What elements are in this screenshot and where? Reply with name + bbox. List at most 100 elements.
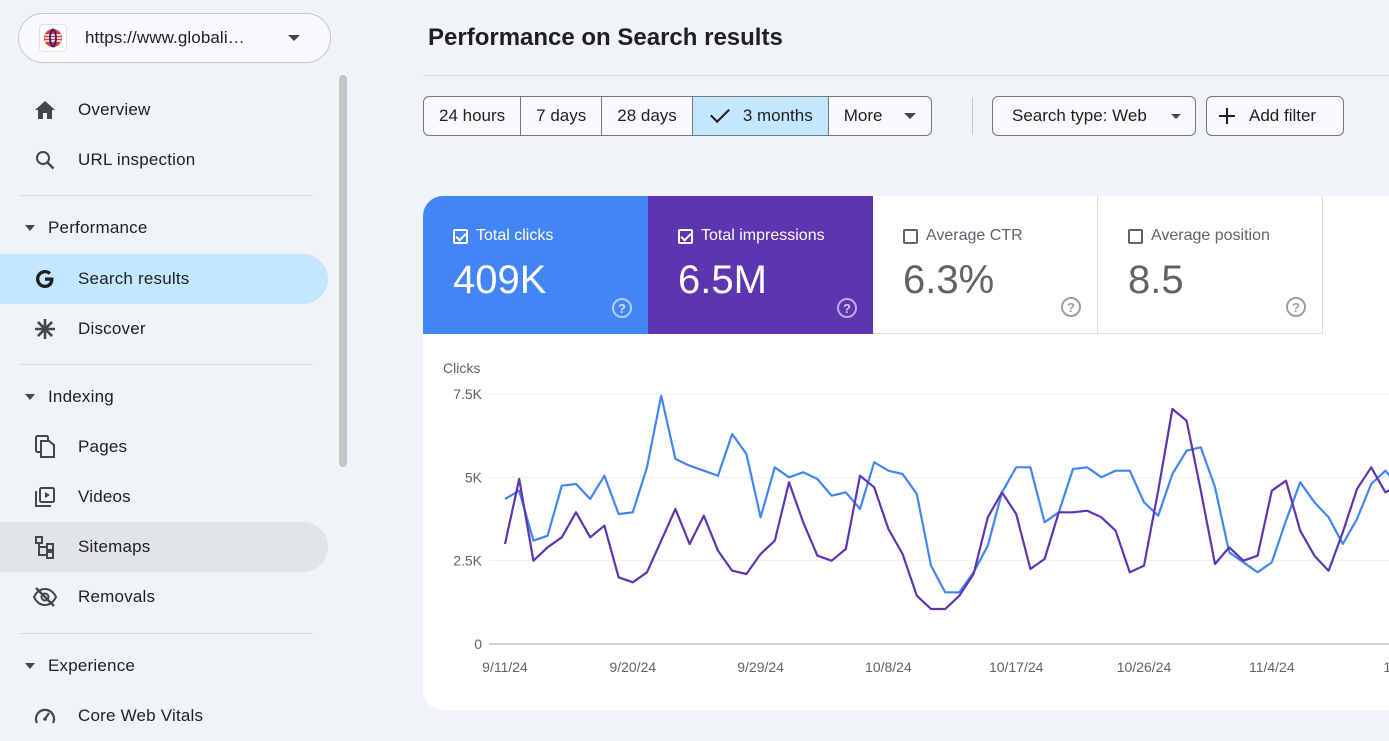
- series-line-total-clicks: [504, 394, 1389, 594]
- x-tick-label: 10/26/24: [1117, 659, 1172, 675]
- sitemap-icon: [33, 535, 57, 559]
- metric-value: 6.3%: [903, 258, 995, 302]
- globe-flag-icon: [39, 24, 67, 52]
- video-library-icon: [33, 485, 57, 509]
- help-icon[interactable]: ?: [1286, 297, 1306, 317]
- expand-triangle-icon: [25, 394, 35, 400]
- expand-triangle-icon: [25, 225, 35, 231]
- search-icon: [33, 148, 57, 172]
- section-label: Performance: [48, 218, 148, 237]
- visibility-off-icon: [33, 585, 57, 609]
- property-url: https://www.globali…: [85, 28, 245, 47]
- y-tick-label: 2.5K: [453, 553, 482, 569]
- metric-total-impressions[interactable]: Total impressions 6.5M ?: [648, 196, 873, 334]
- sidebar-item-url-inspection[interactable]: URL inspection: [0, 135, 328, 185]
- asterisk-icon: [33, 317, 57, 341]
- metric-label: Average CTR: [926, 227, 1023, 244]
- performance-card: Total clicks 409K ? Total impressions 6.…: [423, 196, 1389, 710]
- date-range-more[interactable]: More: [829, 97, 932, 135]
- x-tick-label: 9/11/24: [482, 659, 528, 675]
- sidebar-item-videos[interactable]: Videos: [0, 472, 328, 522]
- chevron-down-icon: [904, 113, 917, 119]
- date-range-7-days[interactable]: 7 days: [521, 97, 603, 135]
- toolbar-divider: [972, 98, 973, 134]
- divider: [20, 633, 313, 634]
- sidebar-item-label: Search results: [78, 269, 190, 288]
- x-tick-label: 11/…: [1383, 659, 1389, 675]
- sidebar-item-label: Videos: [78, 487, 131, 506]
- sidebar-item-label: Overview: [78, 100, 151, 119]
- plus-icon: [1219, 108, 1235, 124]
- date-range-3-months[interactable]: 3 months: [692, 97, 829, 135]
- sidebar-item-search-results[interactable]: Search results: [0, 254, 328, 304]
- series-line-total-impressions: [503, 407, 1389, 611]
- option-label: 24 hours: [439, 106, 506, 125]
- sidebar-item-overview[interactable]: Overview: [0, 85, 328, 135]
- y-tick-label: 0: [474, 636, 482, 652]
- chevron-down-icon[interactable]: [288, 35, 300, 41]
- sidebar-item-sitemaps[interactable]: Sitemaps: [0, 522, 328, 572]
- divider: [20, 364, 313, 365]
- sidebar-item-pages[interactable]: Pages: [0, 422, 328, 472]
- y-tick-label: 7.5K: [453, 386, 482, 402]
- sidebar-scrollbar[interactable]: [339, 75, 347, 467]
- performance-chart: Clicks 0 2.5K 5K 7.5K 9/11/24 9/20/24 9/29/24 10…: [443, 360, 1389, 675]
- metric-label: Average position: [1151, 227, 1270, 244]
- section-experience[interactable]: Experience: [0, 646, 328, 686]
- search-type-filter[interactable]: Search type: Web: [992, 96, 1196, 136]
- checkbox-unchecked-icon[interactable]: [903, 228, 918, 244]
- x-tick-label: 11/4/24: [1249, 659, 1295, 675]
- option-label: 7 days: [536, 106, 587, 125]
- page-title: Performance on Search results: [428, 24, 783, 51]
- add-filter-button[interactable]: Add filter: [1206, 96, 1344, 136]
- y-tick-label: 5K: [465, 469, 483, 485]
- section-label: Experience: [48, 656, 136, 675]
- metric-value: 6.5M: [678, 258, 767, 302]
- x-tick-label: 9/20/24: [609, 659, 656, 675]
- expand-triangle-icon: [25, 663, 35, 669]
- metric-label: Total clicks: [476, 227, 554, 244]
- sidebar-item-removals[interactable]: Removals: [0, 572, 328, 622]
- home-icon: [33, 98, 57, 122]
- metric-value: 8.5: [1128, 258, 1184, 302]
- sidebar-item-label: Pages: [78, 437, 128, 456]
- date-range-28-days[interactable]: 28 days: [602, 97, 693, 135]
- metric-total-clicks[interactable]: Total clicks 409K ?: [423, 196, 648, 334]
- help-icon[interactable]: ?: [612, 298, 632, 318]
- y-axis-label: Clicks: [443, 360, 480, 376]
- section-performance[interactable]: Performance: [0, 208, 328, 248]
- sidebar-item-label: Sitemaps: [78, 537, 151, 556]
- header-divider: [423, 75, 1389, 76]
- sidebar-item-label: Core Web Vitals: [78, 706, 204, 725]
- metric-value: 409K: [453, 258, 547, 302]
- property-selector[interactable]: https://www.globali…: [18, 13, 331, 63]
- add-filter-label: Add filter: [1249, 106, 1317, 125]
- sidebar-item-label: URL inspection: [78, 150, 196, 169]
- sidebar: https://www.globali… Overview URL inspec…: [0, 0, 350, 739]
- speed-gauge-icon: [33, 704, 57, 728]
- option-label: 3 months: [742, 106, 813, 125]
- date-range-selector: 24 hours 7 days 28 days 3 months More: [423, 96, 933, 136]
- sidebar-item-discover[interactable]: Discover: [0, 304, 328, 354]
- metric-average-ctr[interactable]: Average CTR 6.3% ?: [873, 196, 1098, 334]
- x-tick-label: 9/29/24: [737, 659, 784, 675]
- metric-average-position[interactable]: Average position 8.5 ?: [1098, 196, 1323, 334]
- divider: [20, 195, 313, 196]
- sidebar-item-label: Discover: [78, 319, 146, 338]
- date-range-24-hours[interactable]: 24 hours: [424, 97, 522, 135]
- pages-icon: [33, 435, 57, 459]
- check-icon: [709, 103, 730, 124]
- metric-label: Total impressions: [701, 227, 825, 244]
- section-indexing[interactable]: Indexing: [0, 377, 328, 417]
- sidebar-item-core-web-vitals[interactable]: Core Web Vitals: [0, 691, 328, 741]
- section-label: Indexing: [48, 387, 114, 406]
- help-icon[interactable]: ?: [1061, 297, 1081, 317]
- x-tick-label: 10/17/24: [989, 659, 1044, 675]
- checkbox-unchecked-icon[interactable]: [1128, 228, 1143, 244]
- checkbox-checked-icon[interactable]: [453, 228, 468, 244]
- checkbox-checked-icon[interactable]: [678, 228, 693, 244]
- sidebar-item-label: Removals: [78, 587, 156, 606]
- option-label: 28 days: [617, 106, 677, 125]
- help-icon[interactable]: ?: [837, 298, 857, 318]
- x-tick-label: 10/8/24: [865, 659, 912, 675]
